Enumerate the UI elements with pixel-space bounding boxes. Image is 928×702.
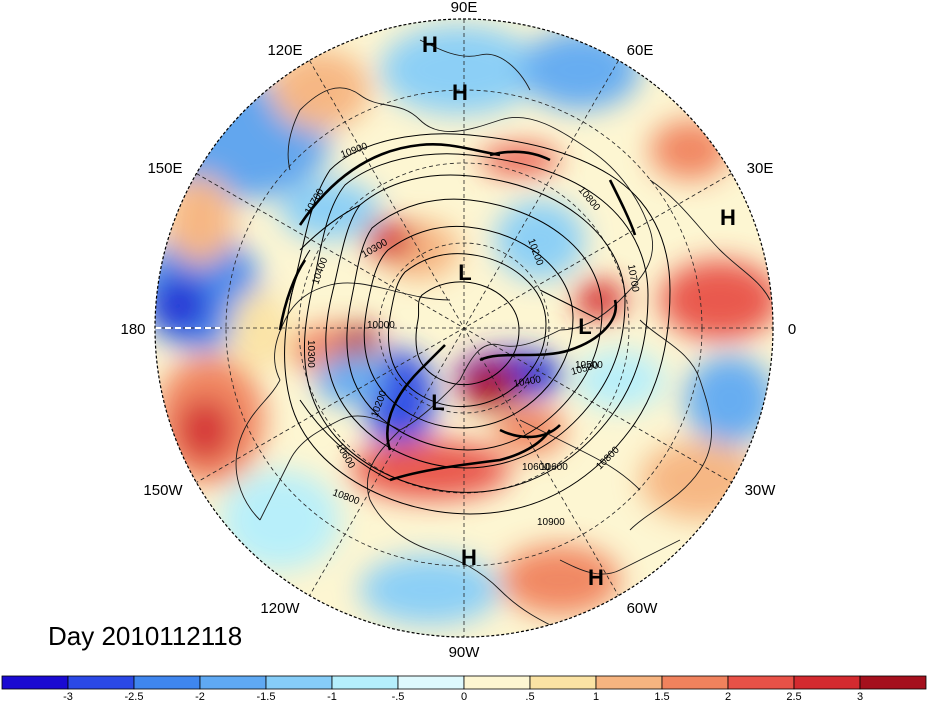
colorbar-tick-label: 3 (857, 691, 863, 702)
low-marker: L (458, 260, 471, 285)
day-title: Day 2010112118 (48, 621, 242, 651)
graticule (155, 19, 773, 637)
lon-label-60e: 60E (627, 42, 654, 59)
contour-label: 10400 (513, 374, 543, 390)
contour-label: 10900 (537, 517, 565, 528)
contour-label: 10300 (305, 340, 316, 368)
colorbar-tick-label: -2.5 (125, 691, 144, 702)
colorbar-swatch (331, 675, 399, 690)
high-marker: H (422, 32, 438, 57)
high-marker: H (461, 545, 477, 570)
lon-label-150w: 150W (143, 482, 183, 499)
colorbar-swatch (859, 675, 927, 690)
height-contours (284, 133, 671, 515)
colorbar-swatch (397, 675, 465, 690)
colorbar-tick-label: -1.5 (257, 691, 276, 702)
colorbar-tick-label: 1 (593, 691, 599, 702)
contour-label: 10700 (625, 264, 641, 294)
colorbar-tick-label: -3 (63, 691, 73, 702)
colorbar-swatch (529, 675, 597, 690)
coastlines (235, 39, 771, 631)
colorbar-tick-label: 0 (461, 691, 467, 702)
colorbar-swatch (793, 675, 861, 690)
lon-label-120w: 120W (260, 600, 300, 617)
colorbar-swatch (595, 675, 663, 690)
colorbar-tick-label: -2 (195, 691, 205, 702)
high-marker: H (588, 565, 604, 590)
low-marker: L (431, 390, 444, 415)
colorbar-swatch (463, 675, 531, 690)
colorbar-swatch (133, 675, 201, 690)
colorbar: -3 -2.5 -2 -1.5 -1 -.5 0 .5 1 1.5 2 2.5 3 (1, 675, 927, 702)
map-border (154, 18, 774, 638)
high-marker: H (452, 80, 468, 105)
colorbar-tick-label: .5 (525, 691, 534, 702)
colorbar-swatch (1, 675, 69, 690)
colorbar-swatch (265, 675, 333, 690)
colorbar-tick-label: 2.5 (786, 691, 801, 702)
colorbar-swatch (67, 675, 135, 690)
lon-label-90w: 90W (449, 644, 481, 661)
low-marker: L (578, 314, 591, 339)
contour-label: 10600 (522, 462, 550, 473)
lon-label-30w: 30W (745, 482, 777, 499)
lon-label-30e: 30E (747, 160, 774, 177)
jet-contours (278, 143, 637, 482)
lon-label-120e: 120E (267, 42, 302, 59)
pressure-centers: H H H H H L L L (422, 32, 736, 590)
contour-label: 10000 (367, 320, 395, 331)
lon-label-0: 0 (788, 321, 796, 338)
lon-label-60w: 60W (627, 600, 659, 617)
lon-label-150e: 150E (147, 160, 182, 177)
high-marker: H (720, 205, 736, 230)
colorbar-tick-label: 1.5 (654, 691, 669, 702)
colorbar-swatch (727, 675, 795, 690)
colorbar-tick-label: -.5 (392, 691, 405, 702)
colorbar-tick-label: -1 (327, 691, 337, 702)
lon-label-180: 180 (120, 321, 145, 338)
contour-label: 10500 (575, 360, 603, 371)
colorbar-tick-label: 2 (725, 691, 731, 702)
longitude-labels: 90E 60E 30E 0 30W 60W 90W 120W 150W 180 … (120, 0, 796, 661)
contour-label: 10600 (540, 462, 568, 473)
lon-label-90e: 90E (451, 0, 478, 16)
colorbar-swatch (199, 675, 267, 690)
colorbar-swatch (661, 675, 729, 690)
